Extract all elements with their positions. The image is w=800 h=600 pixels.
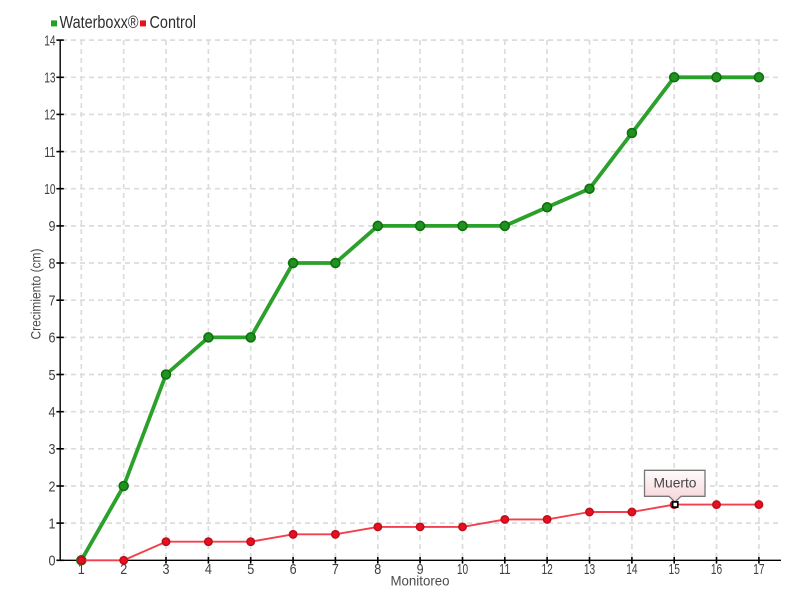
svg-text:1: 1 bbox=[49, 515, 56, 532]
svg-text:6: 6 bbox=[290, 561, 297, 578]
svg-text:3: 3 bbox=[163, 561, 170, 578]
svg-text:9: 9 bbox=[49, 218, 56, 235]
svg-text:Muerto: Muerto bbox=[654, 475, 697, 491]
svg-text:8: 8 bbox=[374, 561, 381, 578]
svg-text:17: 17 bbox=[753, 561, 764, 578]
svg-text:Waterboxx®: Waterboxx® bbox=[60, 12, 139, 32]
svg-text:4: 4 bbox=[205, 561, 212, 578]
svg-text:5: 5 bbox=[247, 561, 254, 578]
svg-text:8: 8 bbox=[49, 255, 56, 272]
svg-text:5: 5 bbox=[49, 367, 56, 384]
svg-text:15: 15 bbox=[669, 561, 680, 578]
svg-text:10: 10 bbox=[457, 561, 468, 578]
svg-text:13: 13 bbox=[44, 70, 55, 87]
svg-text:6: 6 bbox=[49, 330, 56, 347]
svg-text:14: 14 bbox=[626, 561, 637, 578]
svg-text:16: 16 bbox=[711, 561, 722, 578]
svg-text:4: 4 bbox=[49, 404, 56, 421]
svg-text:1: 1 bbox=[78, 561, 85, 578]
svg-text:13: 13 bbox=[584, 561, 595, 578]
svg-text:14: 14 bbox=[44, 32, 55, 49]
svg-text:10: 10 bbox=[44, 181, 55, 198]
svg-text:Crecimiento (cm): Crecimiento (cm) bbox=[28, 249, 44, 340]
svg-text:12: 12 bbox=[44, 107, 55, 124]
svg-text:3: 3 bbox=[49, 441, 56, 458]
svg-text:7: 7 bbox=[332, 561, 339, 578]
svg-text:12: 12 bbox=[541, 561, 552, 578]
svg-text:9: 9 bbox=[417, 561, 424, 578]
svg-text:Control: Control bbox=[150, 12, 197, 32]
svg-text:0: 0 bbox=[49, 553, 56, 570]
svg-text:11: 11 bbox=[499, 561, 510, 578]
svg-text:11: 11 bbox=[44, 144, 55, 161]
svg-text:7: 7 bbox=[49, 293, 56, 310]
svg-text:2: 2 bbox=[120, 561, 127, 578]
svg-text:2: 2 bbox=[49, 478, 56, 495]
svg-text:Monitoreo: Monitoreo bbox=[391, 573, 450, 589]
